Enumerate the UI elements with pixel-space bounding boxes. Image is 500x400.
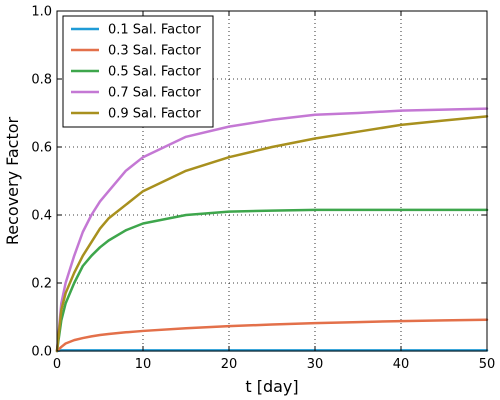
x-tick-label: 10: [135, 357, 152, 372]
x-tick-label: 30: [307, 357, 324, 372]
legend-label-5: 0.9 Sal. Factor: [108, 107, 201, 122]
y-tick-label: 1.0: [31, 5, 52, 20]
series-line-1: [55, 349, 489, 353]
legend-label-2: 0.3 Sal. Factor: [108, 44, 201, 59]
x-axis-label: t [day]: [245, 377, 298, 396]
x-tick-label: 40: [393, 357, 410, 372]
x-tick-label: 50: [479, 357, 496, 372]
series-line-2: [55, 318, 489, 353]
series-line-5: [55, 115, 489, 353]
series-line-4: [55, 107, 489, 353]
y-tick-label: 0.6: [31, 141, 52, 156]
legend: 0.1 Sal. Factor 0.3 Sal. Factor 0.5 Sal. F…: [62, 15, 214, 128]
legend-label-4: 0.7 Sal. Factor: [108, 86, 201, 101]
legend-label-3: 0.5 Sal. Factor: [108, 65, 201, 80]
y-tick-label: 0.0: [31, 345, 52, 360]
tick-labels: 0 10 20 30 40 50 0.0 0.2 0.4 0.6 0.8 1.0: [31, 5, 495, 373]
y-tick-label: 0.2: [31, 277, 52, 292]
series-line-3: [55, 208, 489, 353]
y-tick-label: 0.8: [31, 73, 52, 88]
x-tick-label: 20: [221, 357, 238, 372]
x-tick-label: 0: [53, 357, 61, 372]
legend-label-1: 0.1 Sal. Factor: [108, 23, 201, 38]
y-axis-label: Recovery Factor: [3, 116, 22, 245]
axis-ticks: [56, 10, 488, 352]
y-tick-label: 0.4: [31, 209, 52, 224]
series-lines: [55, 107, 489, 353]
plot-frame: [56, 10, 488, 352]
